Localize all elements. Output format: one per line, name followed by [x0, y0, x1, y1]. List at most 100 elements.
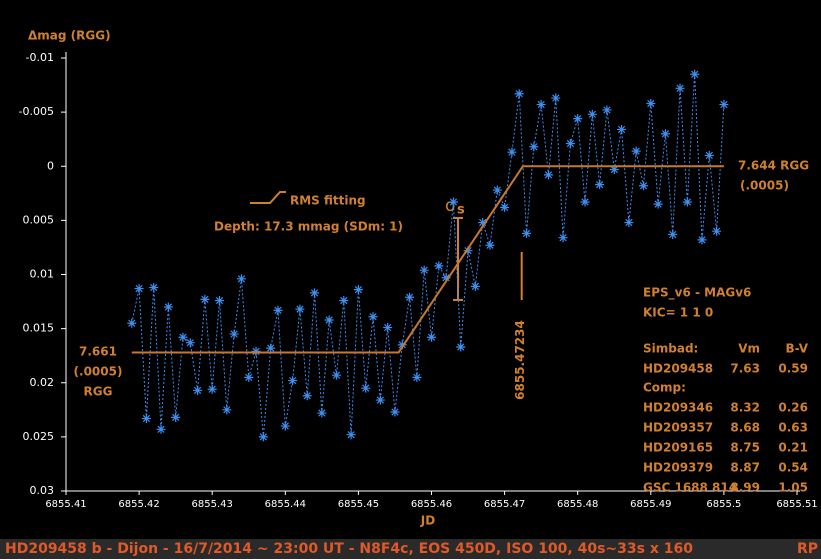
- x-tick-label: 6855.44: [265, 499, 306, 510]
- footer: HD209458 b - Dijon - 16/7/2014 ~ 23:00 U…: [5, 541, 693, 557]
- y-tick-label: 0.025: [23, 430, 55, 443]
- y-tick-label: 0.03: [30, 484, 55, 497]
- right-label: (.0005): [740, 179, 789, 193]
- y-tick-label: 0: [47, 159, 54, 172]
- data-point: [215, 295, 225, 305]
- data-point: [412, 372, 422, 382]
- info-text: Comp:: [643, 381, 686, 395]
- footer-bar: [0, 539, 821, 559]
- footer-right: RP: [797, 541, 818, 557]
- info-text: HD209458: [643, 362, 713, 376]
- y-tick-label: 0.005: [23, 213, 55, 226]
- data-point: [536, 100, 546, 110]
- x-tick-label: 6855.43: [192, 499, 233, 510]
- data-point: [690, 69, 700, 79]
- x-tick-label: 6855.41: [45, 499, 86, 510]
- mid-time-label: 6855.47234: [513, 320, 527, 400]
- x-axis-label: JD: [420, 514, 435, 528]
- y-tick-label: 0.015: [23, 322, 55, 335]
- data-point: [317, 408, 327, 418]
- y-tick-label: 0.01: [30, 268, 55, 281]
- info-text: 8.99: [730, 481, 760, 495]
- data-point: [682, 197, 692, 207]
- data-point: [244, 372, 254, 382]
- data-point: [624, 218, 634, 228]
- data-point: [302, 391, 312, 401]
- data-point: [310, 288, 320, 298]
- data-point: [631, 146, 641, 156]
- left-label: 7.661: [79, 345, 117, 359]
- data-point: [485, 240, 495, 250]
- data-point: [551, 93, 561, 103]
- depth-annotation: Depth: 17.3 mmag (SDm: 1): [214, 220, 403, 234]
- data-point: [470, 281, 480, 291]
- info-text: GSC 1688 814: [643, 481, 737, 495]
- data-point: [368, 312, 378, 322]
- data-point: [543, 170, 553, 180]
- info-text: HD209379: [643, 461, 713, 475]
- legend-symbol: [250, 191, 286, 204]
- info-text: 0.54: [778, 461, 808, 475]
- data-point: [507, 147, 517, 157]
- right-label: 7.644 RGG: [738, 159, 809, 173]
- info-text: EPS_v6 - MAGv6: [643, 286, 751, 301]
- info-text: B-V: [785, 342, 808, 356]
- left-label: RGG: [84, 385, 113, 399]
- data-point: [697, 235, 707, 245]
- data-point: [405, 292, 415, 302]
- data-point: [448, 197, 458, 207]
- y-tick-label: -0.01: [26, 51, 54, 64]
- data-point: [280, 421, 290, 431]
- data-point: [156, 424, 166, 434]
- data-point: [346, 430, 356, 440]
- x-tick-label: 6855.47: [484, 499, 525, 510]
- y-axis-label: Δmag (RGG): [28, 29, 111, 43]
- x-tick-label: 6855.42: [118, 499, 159, 510]
- data-point: [660, 129, 670, 139]
- data-point: [492, 185, 502, 195]
- data-point: [595, 180, 605, 190]
- data-point: [266, 343, 276, 353]
- data-point: [229, 329, 239, 339]
- data-point: [668, 229, 678, 239]
- data-point: [573, 114, 583, 124]
- data-point: [171, 412, 181, 422]
- data-point: [383, 323, 393, 333]
- data-point: [522, 228, 532, 238]
- x-tick-label: 6855.49: [630, 499, 671, 510]
- data-point: [127, 318, 137, 328]
- data-point: [361, 383, 371, 393]
- y-tick-label: 0.02: [30, 376, 55, 389]
- data-point: [609, 164, 619, 174]
- data-point: [273, 305, 283, 315]
- info-text: 8.75: [730, 441, 760, 455]
- data-point: [419, 265, 429, 275]
- data-point: [185, 338, 195, 348]
- x-tick-label: 6855.5: [706, 499, 741, 510]
- data-point: [207, 384, 217, 394]
- data-point: [478, 218, 488, 228]
- data-point: [222, 405, 232, 415]
- data-point: [390, 407, 400, 417]
- info-text: HD209357: [643, 421, 713, 435]
- info-text: 7.63: [730, 362, 760, 376]
- x-tick-label: 6855.51: [776, 499, 817, 510]
- data-point: [353, 285, 363, 295]
- info-text: HD209346: [643, 401, 713, 415]
- data-point: [441, 273, 451, 283]
- left-label: (.0005): [74, 365, 123, 379]
- info-text: 8.87: [730, 461, 760, 475]
- data-point: [500, 202, 510, 212]
- data-point: [653, 199, 663, 209]
- data-point: [529, 142, 539, 152]
- data-point: [178, 332, 188, 342]
- data-point: [580, 197, 590, 207]
- info-text: HD209165: [643, 441, 713, 455]
- info-text: Vm: [738, 342, 760, 356]
- data-point: [565, 139, 575, 149]
- info-text: 1.05: [778, 481, 808, 495]
- data-point: [251, 346, 261, 356]
- data-point: [602, 105, 612, 115]
- data-point: [339, 295, 349, 305]
